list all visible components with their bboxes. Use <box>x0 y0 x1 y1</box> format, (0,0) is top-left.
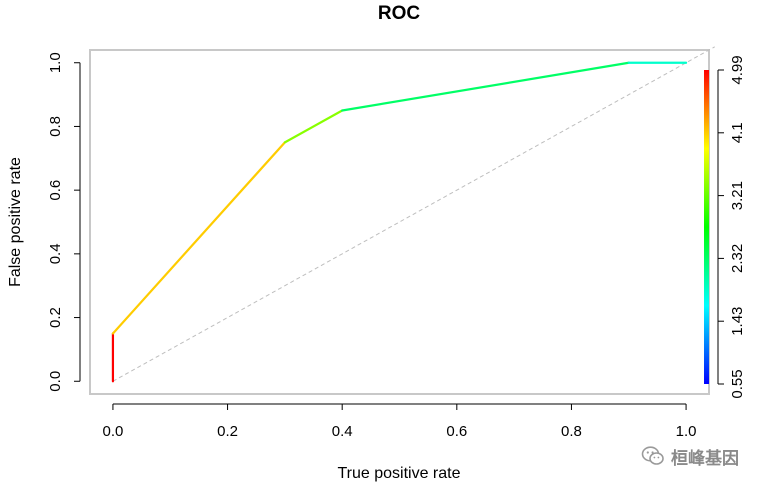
x-tick-label-0: 0.0 <box>102 423 123 440</box>
y-axis-label: False positive rate <box>7 157 24 287</box>
y-tick-label-0: 0.0 <box>47 371 64 392</box>
colorbar-tick-label-5: 4.99 <box>729 55 746 84</box>
diagonal-reference-line <box>112 46 715 382</box>
y-tick-label-1: 0.2 <box>47 307 64 328</box>
y-tick-label-2: 0.4 <box>47 243 64 264</box>
watermark: 桓峰基因 <box>641 443 739 469</box>
colorbar-tick-label-2: 2.32 <box>729 244 746 273</box>
colorbar-tick-label-0: 0.55 <box>729 369 746 398</box>
roc-curve-segment-4 <box>341 61 630 112</box>
colorbar-tick-label-1: 1.43 <box>729 307 746 336</box>
colorbar-tick-label-3: 3.21 <box>729 181 746 210</box>
chart-title: ROC <box>378 3 421 24</box>
colorbar-tick-label-4: 4.1 <box>729 122 746 143</box>
y-tick-label-3: 0.6 <box>47 180 64 201</box>
x-tick-label-5: 1.0 <box>676 423 697 440</box>
wechat-icon <box>641 446 664 465</box>
x-axis-label: True positive rate <box>337 465 460 482</box>
roc-curve-segment-3 <box>283 109 344 144</box>
x-tick-label-4: 0.8 <box>561 423 582 440</box>
x-tick-label-1: 0.2 <box>217 423 238 440</box>
x-tick-label-2: 0.4 <box>332 423 353 440</box>
x-tick-label-3: 0.6 <box>446 423 467 440</box>
colorbar <box>704 70 709 384</box>
roc-curve-segment-2 <box>111 141 286 335</box>
y-tick-label-5: 1.0 <box>47 52 64 73</box>
watermark-text: 桓峰基因 <box>671 448 739 469</box>
y-tick-label-4: 0.8 <box>47 116 64 137</box>
